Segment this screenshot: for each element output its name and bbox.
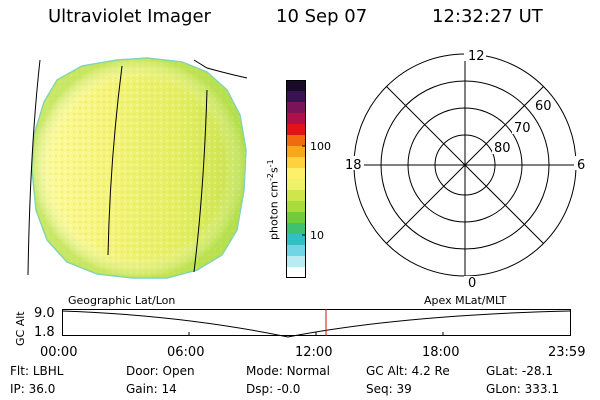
lat-label-80: 80 xyxy=(494,141,511,156)
info-mode: Mode: Normal xyxy=(246,364,330,378)
meridian-lines xyxy=(27,59,248,276)
track-ytick-low: 1.8 xyxy=(34,325,55,340)
colorbar xyxy=(286,80,306,279)
info-seq: Seq: 39 xyxy=(366,382,412,396)
colorbar-band xyxy=(286,80,306,92)
colorbar-band xyxy=(286,201,306,213)
date-label: 10 Sep 07 xyxy=(276,6,368,27)
instrument-title: Ultraviolet Imager xyxy=(48,6,211,27)
colorbar-axis-label: photon cm-2s-1 xyxy=(266,159,281,240)
info-gc-alt: GC Alt: 4.2 Re xyxy=(366,364,450,378)
time-label: 12:32:27 UT xyxy=(432,6,543,27)
track-yaxis-label: GC Alt xyxy=(14,311,27,346)
colorbar-tick-100: 100 xyxy=(310,140,331,153)
info-flt: Flt: LBHL xyxy=(10,364,64,378)
colorbar-band xyxy=(286,245,306,257)
colorbar-band xyxy=(286,190,306,202)
colorbar-band xyxy=(286,223,306,235)
colorbar-band xyxy=(286,234,306,246)
polar-diagonal-2 xyxy=(386,86,544,244)
colorbar-label-exp1: -2 xyxy=(266,173,275,182)
mlt-label-0: 0 xyxy=(468,276,476,288)
colorbar-band xyxy=(286,135,306,147)
altitude-curve xyxy=(62,310,571,338)
track-xtick-1200: 12:00 xyxy=(295,345,333,360)
colorbar-band xyxy=(286,256,306,268)
colorbar-gradient xyxy=(286,80,306,279)
track-xtick-1800: 18:00 xyxy=(422,345,460,360)
colorbar-label-s: s xyxy=(267,167,281,174)
info-gain: Gain: 14 xyxy=(126,382,177,396)
mlt-label-12: 12 xyxy=(468,49,485,64)
colorbar-band xyxy=(286,168,306,180)
info-dsp: Dsp: -0.0 xyxy=(246,382,301,396)
info-ip: IP: 36.0 xyxy=(10,382,56,396)
info-door: Door: Open xyxy=(126,364,195,378)
track-xtick-0600: 06:00 xyxy=(167,345,205,360)
colorbar-band xyxy=(286,267,306,279)
colorbar-band xyxy=(286,212,306,224)
info-glon: GLon: 333.1 xyxy=(486,382,559,396)
track-xtick-2359: 23:59 xyxy=(548,345,586,360)
track-left-caption: Geographic Lat/Lon xyxy=(68,294,176,307)
colorbar-band xyxy=(286,146,306,158)
colorbar-band xyxy=(286,179,306,191)
track-right-caption: Apex MLat/MLT xyxy=(424,294,507,307)
info-glat: GLat: -28.1 xyxy=(486,364,553,378)
colorbar-band xyxy=(286,102,306,114)
lat-label-70: 70 xyxy=(514,121,531,136)
colorbar-tick-10: 10 xyxy=(310,229,324,242)
orbit-track-plot xyxy=(62,309,571,338)
track-ytick-high: 9.0 xyxy=(34,306,55,321)
colorbar-label-main: photon cm xyxy=(267,181,281,240)
earth-disk xyxy=(31,57,247,279)
mlt-label-18: 18 xyxy=(345,158,362,173)
polar-grid: 12 0 18 6 60 70 80 xyxy=(342,48,588,288)
lat-label-60: 60 xyxy=(535,99,552,114)
colorbar-band xyxy=(286,157,306,169)
mlt-label-6: 6 xyxy=(577,158,585,173)
colorbar-band xyxy=(286,113,306,125)
colorbar-label-exp2: -1 xyxy=(266,159,275,168)
earth-image xyxy=(27,57,248,279)
colorbar-band xyxy=(286,91,306,103)
track-xtick-0000: 00:00 xyxy=(40,345,78,360)
colorbar-band xyxy=(286,124,306,136)
